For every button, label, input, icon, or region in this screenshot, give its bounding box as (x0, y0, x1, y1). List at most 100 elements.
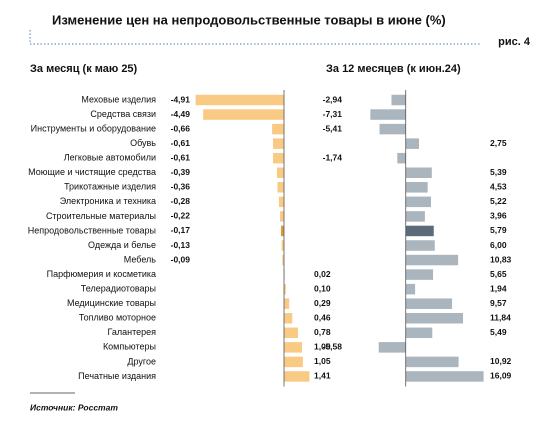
bar (405, 225, 434, 237)
value-label: 10,83 (490, 254, 512, 264)
value-label: -5,41 (323, 123, 343, 133)
value-label: -0,22 (171, 211, 191, 221)
bar (281, 240, 284, 251)
value-label: 5,79 (490, 225, 507, 235)
bar (405, 138, 420, 149)
bar (284, 283, 286, 295)
value-label: -2,94 (323, 94, 343, 104)
title-frame (29, 30, 480, 45)
category-label: Строительные материалы (46, 211, 156, 221)
value-label: -0,28 (171, 196, 191, 206)
value-label: -0,66 (171, 123, 191, 133)
bar (405, 313, 464, 324)
value-label: -0,61 (171, 152, 191, 162)
bar (378, 342, 406, 353)
value-label: -0,09 (171, 254, 191, 264)
value-label: 0,78 (314, 327, 331, 337)
bar (405, 211, 425, 222)
value-label: -4,91 (171, 94, 191, 104)
value-label: 1,05 (314, 356, 331, 366)
bar (405, 167, 432, 178)
value-label: 1,41 (314, 371, 331, 381)
value-label: 0,29 (314, 298, 331, 308)
bar (379, 123, 406, 135)
bar (195, 94, 284, 106)
bar (405, 196, 431, 208)
category-label: Обувь (130, 138, 156, 148)
value-label: 5,22 (490, 196, 507, 206)
bar (278, 196, 284, 208)
bar (276, 167, 284, 178)
bar (272, 123, 284, 135)
category-label: Легковые автомобили (64, 153, 156, 163)
bar (405, 283, 416, 295)
bar (273, 152, 284, 164)
bar (370, 109, 406, 120)
bar (284, 298, 290, 309)
value-label: -0,13 (171, 240, 191, 250)
bar (280, 225, 284, 237)
value-label: 0,02 (314, 269, 331, 279)
value-label: 1,00 (314, 342, 331, 352)
bar (282, 254, 284, 266)
category-label: Топливо моторное (79, 313, 156, 323)
category-label: Галантерея (107, 327, 156, 337)
source: Источник: Росстат (30, 402, 118, 412)
bar (405, 182, 428, 193)
bar (405, 269, 434, 280)
bar (405, 298, 453, 309)
bar (405, 356, 459, 368)
value-label: 10,92 (490, 356, 512, 366)
bar (405, 327, 433, 339)
category-label: Моющие и чистящие средства (28, 167, 156, 177)
bar (284, 327, 299, 339)
value-label: 16,09 (490, 371, 512, 381)
category-label: Электроника и техника (60, 196, 156, 206)
value-label: 5,49 (490, 327, 507, 337)
bar (277, 182, 284, 193)
category-label: Трикотажные изделия (64, 182, 156, 192)
value-label: 3,96 (490, 211, 507, 221)
value-label: 2,75 (490, 138, 507, 148)
bar (405, 371, 484, 382)
bar (273, 138, 284, 149)
bar (397, 152, 406, 164)
bar (284, 356, 303, 368)
value-label: 11,84 (490, 313, 511, 323)
value-label: -0,36 (171, 182, 191, 192)
category-label: Парфюмерия и косметика (47, 269, 156, 279)
value-label: -1,74 (323, 152, 343, 162)
bar (405, 240, 435, 251)
value-label: 5,39 (490, 167, 507, 177)
bar (203, 109, 284, 120)
value-label: 1,94 (490, 283, 507, 293)
value-label: 4,53 (490, 182, 507, 192)
bar (391, 94, 406, 106)
category-label: Медицинские товары (67, 298, 156, 308)
category-label: Компьютеры (103, 342, 156, 352)
value-label: 0,10 (314, 283, 331, 293)
value-label: -0,61 (171, 138, 191, 148)
value-label: -5,58 (323, 342, 343, 352)
value-label: -0,17 (171, 225, 191, 235)
panel-title: За 12 месяцев (к июн.24) (326, 63, 461, 75)
bar (284, 342, 302, 353)
bar (280, 211, 284, 222)
category-label: Одежда и белье (88, 240, 156, 250)
figure-label: рис. 4 (498, 36, 531, 48)
bar (405, 254, 459, 266)
chart-title: Изменение цен на непродовольственные тов… (52, 12, 446, 27)
value-label: -7,31 (323, 109, 343, 119)
value-label: -0,39 (171, 167, 191, 177)
category-label: Мебель (124, 254, 157, 264)
category-label: Непродовольственные товары (28, 225, 156, 235)
value-label: 9,57 (490, 298, 507, 308)
category-label: Средства связи (90, 109, 156, 119)
value-label: -4,49 (171, 109, 191, 119)
panel-title: За месяц (к маю 25) (30, 63, 138, 75)
category-label: Меховые изделия (81, 94, 156, 104)
category-label: Телерадиотовары (81, 284, 156, 294)
category-label: Инструменты и оборудование (31, 123, 156, 133)
value-label: 5,65 (490, 269, 507, 279)
